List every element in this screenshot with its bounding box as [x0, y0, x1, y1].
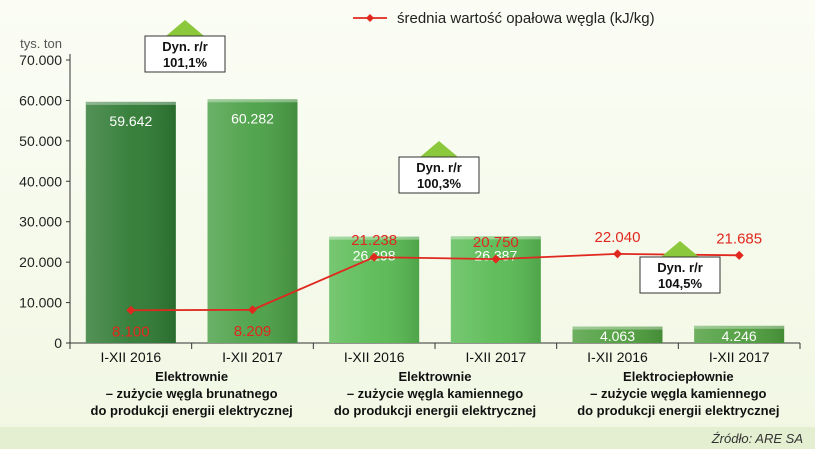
dynamics-value: 101,1%	[163, 55, 208, 70]
group-label-line3: do produkcji energii elektrycznej	[91, 403, 293, 418]
bar-gloss	[572, 326, 663, 343]
legend-label: średnia wartość opałowa węgla (kJ/kg)	[397, 10, 655, 27]
line-point	[491, 254, 501, 264]
group-label-line2: – zużycie węgla kamiennego	[347, 386, 523, 401]
y-tick-label: 10.000	[19, 295, 62, 311]
group-label-line2: – zużycie węgla brunatnego	[106, 386, 278, 401]
group-label-line3: do produkcji energii elektrycznej	[334, 403, 536, 418]
line-point	[613, 249, 622, 259]
line-value-label: 20.750	[473, 234, 519, 251]
y-tick-label: 20.000	[19, 254, 62, 270]
dynamics-value: 100,3%	[417, 176, 462, 191]
dynamics-box	[639, 256, 721, 294]
bar-gloss	[694, 325, 785, 343]
x-category-label: I-XII 2017	[222, 349, 283, 365]
bar-top-highlight	[85, 101, 176, 105]
y-tick-label: 60.000	[19, 92, 62, 108]
group-label-line1: Elektrownie	[155, 369, 228, 384]
line-value-label: 21.238	[351, 232, 397, 249]
y-tick-label: 40.000	[19, 173, 62, 189]
line-value-label: 8.100	[112, 323, 150, 340]
dynamics-arrow-icon	[166, 20, 204, 36]
line-point	[734, 250, 744, 260]
group-label-line3: do produkcji energii elektrycznej	[577, 403, 779, 418]
line-series	[130, 252, 740, 312]
y-axis-unit-label: tys. ton	[20, 36, 62, 51]
dynamics-title: Dyn. r/r	[657, 260, 703, 275]
line-value-label: 8.209	[234, 323, 272, 340]
bar-top-highlight	[329, 236, 420, 240]
dynamics-box	[144, 35, 226, 73]
bar-value-label: 60.282	[231, 110, 274, 126]
bar-gloss	[207, 99, 298, 343]
x-category-label: I-XII 2016	[100, 349, 161, 365]
group-label-line1: Elektrociepłownie	[623, 369, 734, 384]
dynamics-arrow-icon	[420, 141, 458, 157]
bar-gloss	[450, 236, 541, 343]
dynamics-value: 104,5%	[658, 276, 703, 291]
chart-svg: tys. ton 0 10.000 20.000 30.000 40.000 50.000 6…	[19, 10, 801, 418]
bar-value-label: 4.063	[600, 328, 635, 344]
dynamics-title: Dyn. r/r	[162, 39, 208, 54]
dynamics-arrow-icon	[661, 241, 699, 257]
bar-top-highlight	[572, 326, 663, 330]
y-tick-label: 50.000	[19, 133, 62, 149]
line-point	[126, 305, 136, 315]
bar-gloss	[85, 101, 176, 343]
source-label: Źródło: ARE SA	[711, 431, 803, 446]
x-category-label: I-XII 2017	[709, 349, 770, 365]
bar-value-label: 4.246	[722, 328, 757, 344]
line-point	[248, 305, 257, 315]
dynamics-title: Dyn. r/r	[416, 160, 462, 175]
y-tick-label: 70.000	[19, 52, 62, 68]
source-strip	[0, 427, 815, 449]
group-label-line2: – zużycie węgla kamiennego	[590, 386, 766, 401]
x-category-label: I-XII 2016	[344, 349, 405, 365]
x-category-label: I-XII 2016	[587, 349, 648, 365]
line-point	[369, 252, 379, 262]
bar-top-highlight	[694, 325, 785, 329]
bar-top-highlight	[450, 236, 541, 240]
dynamics-box	[398, 156, 480, 194]
bar-value-label: 59.642	[109, 113, 152, 129]
line-value-label: 22.040	[595, 229, 641, 246]
y-tick-label: 30.000	[19, 214, 62, 230]
group-label-line1: Elektrownie	[399, 369, 472, 384]
x-category-label: I-XII 2017	[465, 349, 526, 365]
y-tick-label: 0	[54, 335, 62, 351]
bar-top-highlight	[207, 99, 298, 103]
line-value-label: 21.685	[716, 230, 762, 247]
legend-marker	[366, 14, 374, 22]
